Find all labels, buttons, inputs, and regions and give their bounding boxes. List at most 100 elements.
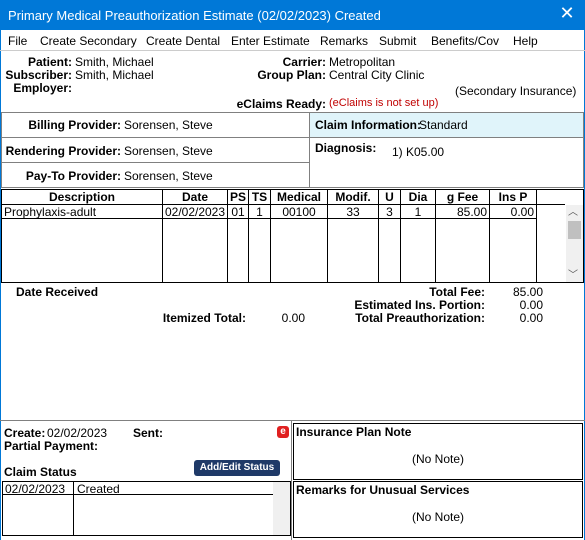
- column-header: PS: [228, 190, 249, 204]
- column-header: g Fee: [436, 190, 490, 204]
- column-header: Date: [163, 190, 228, 204]
- table-cell: 02/02/2023: [163, 205, 228, 218]
- column-header: Modif.: [328, 190, 379, 204]
- column-line: [401, 205, 436, 282]
- label: Estimated Ins. Portion:: [354, 298, 485, 312]
- table-cell: 00100: [271, 205, 328, 218]
- table-cell: 0.00: [490, 205, 537, 218]
- table-cell: 3: [379, 205, 401, 218]
- value: Sorensen, Steve: [124, 118, 213, 132]
- label: Date Received: [16, 285, 99, 299]
- value: Central City Clinic: [329, 68, 425, 82]
- eclaims-icon[interactable]: e: [277, 426, 289, 438]
- column-header: Medical: [271, 190, 328, 204]
- value: (eClaims is not set up): [329, 97, 439, 109]
- label: Total Preauthorization:: [355, 311, 485, 325]
- label: Subscriber:: [5, 68, 72, 82]
- column-line: [2, 205, 163, 282]
- label: Claim Status: [4, 465, 77, 479]
- menu-item[interactable]: Submit: [379, 34, 417, 48]
- row-line: [2, 494, 273, 495]
- diagnosis-panel: [309, 137, 584, 188]
- value: 0.00: [519, 298, 543, 312]
- status-table: [2, 481, 291, 536]
- label: eClaims Ready:: [236, 97, 326, 111]
- separator: [291, 421, 292, 540]
- menu-item[interactable]: Remarks: [320, 34, 369, 48]
- title-bar: [0, 0, 585, 30]
- panel-title: Insurance Plan Note: [296, 425, 412, 439]
- scrollbar[interactable]: [273, 482, 290, 535]
- window-title: Primary Medical Preauthorization Estimat…: [8, 8, 381, 23]
- column-line: [228, 205, 249, 282]
- menu-item[interactable]: Create Secondary: [40, 34, 137, 48]
- insurance-type: (Secondary Insurance): [455, 84, 577, 98]
- label: Carrier:: [282, 55, 326, 69]
- remarks-panel: [293, 481, 583, 538]
- menu-item[interactable]: Create Dental: [146, 34, 221, 48]
- label: Rendering Provider:: [5, 144, 121, 158]
- label: Claim Information:: [315, 118, 422, 132]
- label: Pay-To Provider:: [25, 169, 121, 183]
- menu-item[interactable]: Benefits/Cov: [431, 34, 500, 48]
- column-line: [73, 482, 74, 535]
- value: Smith, Michael: [75, 68, 154, 82]
- column-header: Dia: [401, 190, 436, 204]
- value: 85.00: [512, 285, 543, 299]
- menu-item[interactable]: Help: [513, 34, 538, 48]
- column-header: Ins P: [490, 190, 537, 204]
- column-line: [436, 205, 490, 282]
- separator: [0, 420, 585, 421]
- table-cell: 1: [249, 205, 271, 218]
- column-line: [271, 205, 328, 282]
- separator: [0, 50, 585, 51]
- value: Standard: [419, 118, 468, 132]
- status-date: 02/02/2023: [5, 482, 66, 496]
- scroll-thumb[interactable]: [568, 221, 581, 239]
- table-header: Description Date PS TS Medical Modif. U Dia g Fe…: [2, 190, 565, 205]
- value: 1) K05.00: [392, 145, 445, 159]
- label: Patient:: [27, 55, 72, 69]
- note-panel: [293, 423, 583, 480]
- value: 02/02/2023: [47, 426, 108, 440]
- column-line: [163, 205, 228, 282]
- panel-title: Remarks for Unusual Services: [296, 483, 470, 497]
- label: Group Plan:: [257, 68, 326, 82]
- value: Smith, Michael: [75, 55, 154, 69]
- table-cell: 85.00: [436, 205, 490, 218]
- label: Partial Payment:: [4, 439, 99, 453]
- value: Sorensen, Steve: [124, 144, 213, 158]
- value: 0.00: [281, 311, 305, 325]
- add-edit-status-button[interactable]: Add/Edit Status: [194, 460, 280, 476]
- column-line: [379, 205, 401, 282]
- value: (No Note): [411, 510, 464, 524]
- table-cell: 01: [228, 205, 249, 218]
- value: 0.00: [519, 311, 543, 325]
- column-header: U: [379, 190, 401, 204]
- table-cell: Prophylaxis-adult: [2, 205, 163, 218]
- status-text: Created: [77, 482, 120, 496]
- scroll-up[interactable]: ︿: [568, 207, 578, 218]
- table-body: Prophylaxis-adult 02/02/2023 01 1 00100 33 3 1 8…: [2, 205, 565, 282]
- label: Diagnosis:: [315, 141, 377, 155]
- table-cell: 33: [328, 205, 379, 218]
- label: Itemized Total:: [162, 311, 246, 325]
- label: Sent:: [133, 426, 163, 440]
- label: Billing Provider:: [28, 118, 121, 132]
- column-header: TS: [249, 190, 271, 204]
- scroll-down[interactable]: ﹀: [568, 270, 578, 281]
- column-line: [249, 205, 271, 282]
- procedure-table: [1, 189, 584, 283]
- label: Employer:: [13, 81, 72, 95]
- menu-item[interactable]: File: [8, 34, 28, 48]
- column-line: [328, 205, 379, 282]
- column-header: Description: [2, 190, 163, 204]
- value: Sorensen, Steve: [124, 169, 213, 183]
- close-button[interactable]: ✕: [559, 3, 575, 23]
- table-cell: 1: [401, 205, 436, 218]
- column-line: [490, 205, 537, 282]
- menu-item[interactable]: Enter Estimate: [231, 34, 310, 48]
- value: (No Note): [411, 452, 464, 466]
- table-row: Prophylaxis-adult 02/02/2023 01 1 00100 33 3 1 8…: [2, 205, 537, 219]
